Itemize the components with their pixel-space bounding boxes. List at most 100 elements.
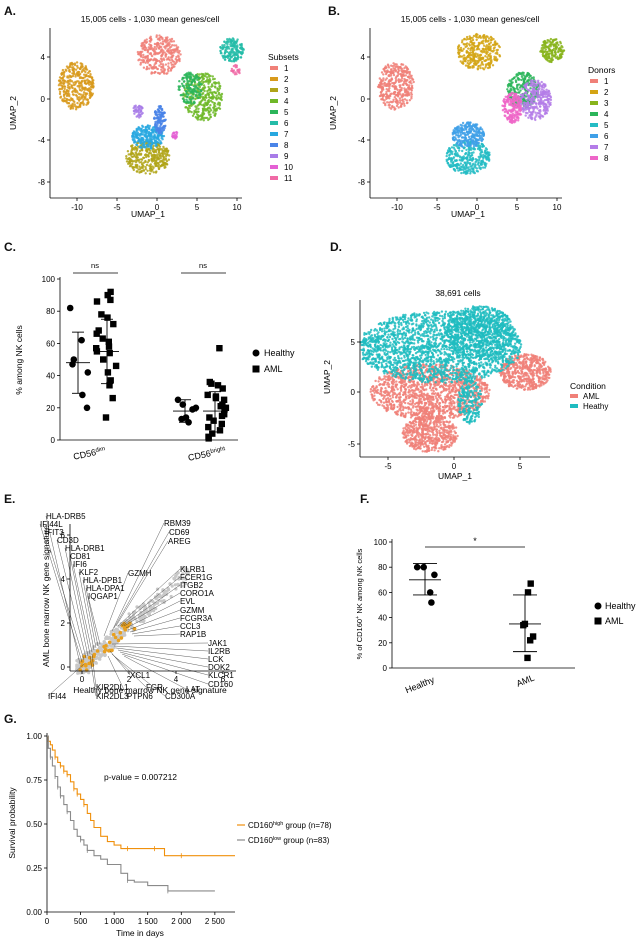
cell-point — [133, 132, 136, 135]
cell-point — [411, 86, 414, 90]
data-point-aml — [218, 412, 226, 420]
legend-swatch — [590, 79, 598, 83]
cell-point — [467, 161, 470, 165]
cell-point — [203, 104, 206, 108]
cell-point — [142, 169, 146, 172]
cell-point — [476, 138, 479, 142]
cell-point — [178, 80, 181, 83]
cell-point — [462, 62, 465, 65]
cell-point — [140, 161, 143, 164]
data-point-healthy — [189, 406, 196, 413]
cell-point — [483, 50, 486, 54]
cell-point — [169, 61, 173, 64]
cell-point — [397, 80, 401, 84]
cell-point — [145, 155, 148, 159]
cell-point — [549, 41, 552, 44]
cell-point — [545, 56, 548, 59]
cell-point — [157, 118, 161, 121]
cell-point — [211, 97, 215, 100]
cell-point — [63, 96, 66, 100]
cell-point — [154, 53, 157, 56]
cell-point — [559, 40, 562, 44]
y-tick-label: 100 — [42, 275, 56, 284]
data-point-aml — [105, 343, 113, 350]
cell-point — [527, 116, 530, 119]
legend-label-aml: AML — [264, 364, 283, 374]
cell-point — [211, 93, 214, 96]
cell-point — [466, 144, 469, 148]
cell-point — [164, 166, 167, 169]
cell-point — [72, 93, 76, 97]
cell-point — [165, 40, 168, 43]
cell-point — [399, 78, 402, 82]
cell-point — [72, 66, 75, 69]
cell-point — [159, 105, 163, 108]
cell-point — [209, 79, 212, 82]
cell-point — [458, 127, 461, 130]
cell-point — [456, 129, 459, 133]
cell-point — [391, 65, 394, 68]
cell-point — [66, 75, 69, 78]
cell-point — [522, 92, 525, 96]
legend-swatch — [270, 143, 278, 147]
panel-label: B. — [328, 4, 340, 18]
cell-point — [481, 51, 484, 54]
cell-point — [479, 134, 483, 138]
cell-point — [154, 66, 157, 69]
cell-point — [483, 166, 487, 169]
cell-point — [541, 95, 545, 99]
cell-point — [544, 83, 547, 86]
cell-point — [398, 393, 402, 396]
cell-point — [164, 36, 168, 39]
cell-point — [62, 89, 66, 93]
cell-point — [525, 98, 528, 102]
cell-point — [488, 42, 491, 46]
cell-point — [83, 88, 87, 92]
y-tick-label: -4 — [358, 136, 366, 145]
cell-point — [465, 172, 468, 175]
cell-point — [150, 159, 153, 162]
cell-point — [130, 145, 133, 148]
cell-point — [541, 115, 545, 118]
cell-point — [138, 116, 141, 119]
cell-point — [231, 70, 235, 73]
cell-point — [533, 117, 536, 120]
cell-point — [520, 78, 523, 82]
cell-point — [549, 57, 552, 61]
data-point-aml — [105, 338, 112, 345]
cell-point — [464, 123, 467, 127]
cell-point — [137, 137, 140, 140]
cell-point — [479, 155, 483, 158]
legend-swatch — [270, 165, 278, 169]
cell-point — [545, 88, 548, 92]
cell-point — [547, 52, 550, 55]
data-point-aml — [216, 427, 224, 434]
cell-point — [549, 98, 553, 102]
cell-point — [469, 49, 472, 52]
cell-point — [545, 45, 548, 49]
cell-point — [170, 37, 174, 41]
cell-point — [462, 168, 465, 172]
cell-point — [481, 35, 484, 38]
cell-point — [135, 164, 139, 168]
cell-point — [484, 59, 488, 62]
cell-point — [200, 89, 203, 92]
cell-point — [454, 136, 457, 139]
cell-point — [463, 136, 466, 139]
cell-point — [456, 143, 459, 146]
cell-point — [539, 105, 542, 108]
cell-point — [394, 69, 398, 72]
cell-point — [537, 109, 541, 112]
cell-point — [470, 143, 473, 146]
cell-point — [474, 161, 477, 164]
cell-point — [160, 112, 164, 116]
cell-point — [395, 380, 398, 383]
cell-point — [535, 105, 538, 108]
data-point-aml — [99, 335, 106, 342]
cell-point — [62, 100, 65, 103]
cell-point — [463, 168, 467, 171]
cell-point — [155, 148, 158, 151]
cell-point — [216, 87, 219, 90]
cell-point — [380, 88, 384, 91]
cell-point — [541, 48, 544, 52]
